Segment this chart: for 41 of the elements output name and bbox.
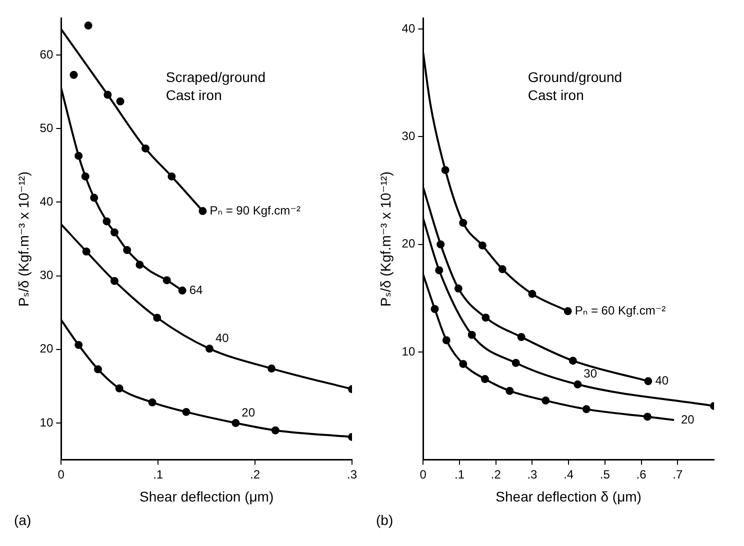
y-tick-label: 60 [40,47,54,62]
series-label: 40 [215,330,230,345]
y-tick-label: 40 [40,194,54,209]
text: (a) [14,512,32,528]
x-tick-label: .2 [250,467,260,482]
y-tick-label: 40 [402,21,416,36]
point [84,22,92,30]
x-tick-label: .7 [672,467,683,482]
x-tick-label: .4 [564,467,574,482]
point [70,70,78,79]
x-tick-label: .3 [527,467,538,482]
series-label: 30 [584,366,598,381]
y-tick-label: 30 [40,268,54,282]
y-axis-title: Pₛ/δ (Kgf.m⁻³ x 10⁻¹²) [15,171,32,307]
y-tick-label: 20 [40,342,54,356]
series-label: 64 [189,282,204,297]
x-tick-label: .1 [454,467,465,482]
x-axis-title: Shear deflection δ (μm) [496,488,642,504]
text: (b) [376,512,394,528]
x-tick-label: .5 [600,467,610,482]
annotation: Ground/ground Cast iron [528,69,622,104]
y-tick-label: 20 [402,236,416,251]
series-label: 20 [681,412,695,426]
y-axis-title: Pₛ/δ (Kgf.m⁻³ x 10⁻¹²) [377,171,394,307]
y-tick-label: 10 [402,344,416,358]
series-label: Pₙ = 60 Kgf.cm⁻² [574,303,666,318]
x-tick-label: .6 [636,467,647,482]
series-label: 20 [242,405,256,420]
x-tick-label: .1 [153,467,164,482]
series-label: 40 [655,373,669,388]
x-tick-label: .2 [490,467,502,482]
y-tick-label: 30 [402,128,416,143]
y-tick-label: 50 [40,120,54,135]
point [116,97,124,106]
x-tick-label: .3 [346,467,358,482]
x-axis-title: Shear deflection (μm) [140,488,274,504]
annotation: Scraped/ground Cast iron [166,69,266,104]
y-tick-label: 10 [40,415,54,430]
series-label: Pₙ = 90 Kgf.cm⁻² [210,203,301,218]
x-tick-label: 0 [58,467,65,482]
x-tick-label: 0 [420,467,427,482]
